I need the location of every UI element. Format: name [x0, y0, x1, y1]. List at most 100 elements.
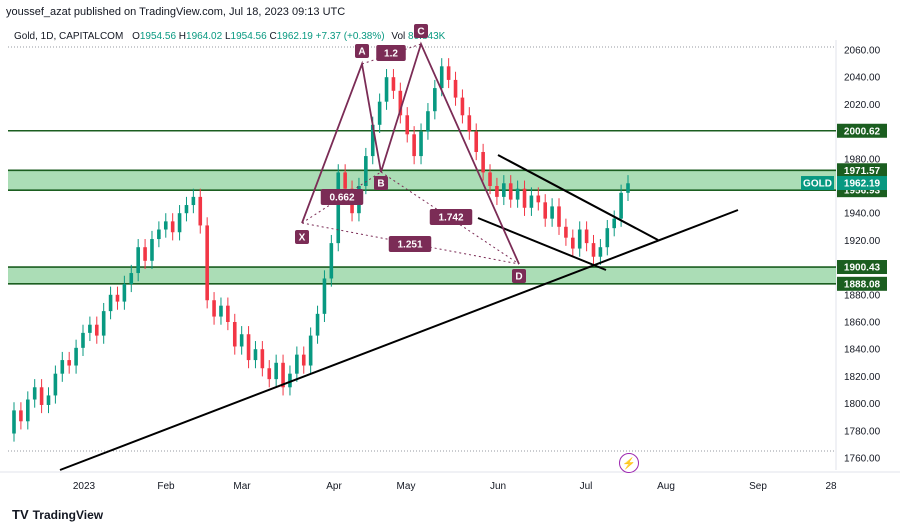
level-tag-0[interactable] — [837, 123, 887, 138]
candle-68[interactable] — [481, 152, 485, 173]
candle-58[interactable] — [412, 134, 416, 157]
current-price-tag[interactable] — [837, 176, 887, 191]
candle-20[interactable] — [150, 239, 154, 261]
candle-87[interactable] — [612, 218, 617, 229]
ascending-trendline[interactable] — [59, 209, 739, 471]
candle-75[interactable] — [529, 195, 534, 208]
candle-37[interactable] — [267, 368, 272, 380]
candle-26[interactable] — [191, 196, 196, 206]
candle-18[interactable] — [136, 247, 140, 274]
candle-15[interactable] — [115, 294, 120, 302]
candle-86[interactable] — [605, 228, 610, 248]
candle-38[interactable] — [274, 362, 278, 380]
symbol-tag[interactable] — [801, 176, 834, 191]
candle-32[interactable] — [232, 322, 237, 347]
candle-72[interactable] — [508, 183, 513, 200]
candle-61[interactable] — [433, 88, 437, 112]
candle-10[interactable] — [81, 332, 85, 348]
candle-45[interactable] — [322, 278, 327, 314]
candle-69[interactable] — [488, 172, 492, 186]
candle-82[interactable] — [577, 229, 582, 249]
candle-24[interactable] — [177, 213, 182, 233]
candle-70[interactable] — [495, 186, 499, 197]
flash-icon[interactable]: ⚡ — [619, 453, 639, 473]
candle-81[interactable] — [571, 237, 575, 249]
candle-13[interactable] — [101, 311, 106, 336]
candle-77[interactable] — [543, 202, 548, 219]
candle-6[interactable] — [53, 373, 58, 396]
candle-73[interactable] — [515, 188, 520, 200]
candle-42[interactable] — [301, 354, 306, 366]
candle-53[interactable] — [377, 101, 382, 125]
candle-9[interactable] — [74, 347, 78, 366]
candle-22[interactable] — [163, 221, 168, 230]
candle-12[interactable] — [94, 324, 99, 336]
pattern-ratio-badge-3[interactable] — [388, 236, 432, 252]
symbol-name[interactable]: Gold, 1D, CAPITALCOM — [14, 31, 124, 42]
candle-39[interactable] — [281, 362, 285, 388]
pattern-ratio-badge-0[interactable] — [376, 45, 406, 61]
pattern-point-a[interactable] — [355, 44, 369, 58]
candle-62[interactable] — [439, 66, 444, 89]
pattern-ratio-badge-2[interactable] — [429, 209, 473, 225]
candle-21[interactable] — [157, 229, 161, 240]
candle-41[interactable] — [295, 354, 299, 374]
candle-88[interactable] — [619, 192, 623, 219]
pattern-point-b[interactable] — [374, 176, 388, 190]
candle-5[interactable] — [46, 395, 51, 405]
pattern-ratio-badge-1[interactable] — [320, 189, 364, 205]
candle-44[interactable] — [315, 313, 320, 336]
candle-64[interactable] — [453, 79, 458, 98]
candle-84[interactable] — [591, 243, 596, 257]
candle-40[interactable] — [288, 373, 292, 388]
candle-66[interactable] — [467, 115, 472, 132]
candle-36[interactable] — [260, 349, 265, 369]
candle-3[interactable] — [32, 387, 37, 400]
candle-89[interactable] — [626, 183, 630, 193]
candle-63[interactable] — [446, 66, 451, 80]
candle-83[interactable] — [584, 229, 589, 244]
candle-7[interactable] — [60, 360, 65, 374]
candle-59[interactable] — [419, 131, 423, 157]
candle-35[interactable] — [253, 349, 258, 361]
candle-43[interactable] — [308, 335, 313, 366]
candle-2[interactable] — [25, 399, 30, 422]
pattern-point-c[interactable] — [414, 24, 428, 38]
candle-16[interactable] — [122, 283, 127, 302]
candle-52[interactable] — [370, 124, 375, 157]
candle-1[interactable] — [19, 410, 23, 422]
candle-25[interactable] — [184, 205, 189, 214]
candle-67[interactable] — [474, 131, 479, 152]
candle-47[interactable] — [336, 172, 341, 244]
channel-upper-line[interactable] — [497, 154, 659, 241]
candle-54[interactable] — [384, 77, 389, 102]
candle-34[interactable] — [246, 334, 251, 361]
candle-48[interactable] — [343, 172, 347, 189]
candle-30[interactable] — [219, 305, 223, 317]
candle-55[interactable] — [391, 77, 396, 91]
candle-28[interactable] — [205, 225, 209, 301]
candle-57[interactable] — [405, 115, 410, 135]
pattern-point-d[interactable] — [512, 269, 526, 283]
candle-74[interactable] — [522, 188, 527, 208]
candle-78[interactable] — [550, 206, 554, 219]
plot-area[interactable] — [8, 42, 836, 470]
candle-76[interactable] — [536, 195, 541, 203]
candle-4[interactable] — [39, 387, 44, 405]
level-tag-4[interactable] — [837, 276, 887, 291]
candle-19[interactable] — [143, 247, 147, 261]
candle-85[interactable] — [598, 247, 603, 257]
level-tag-3[interactable] — [837, 260, 887, 275]
candle-65[interactable] — [460, 97, 465, 116]
candle-56[interactable] — [398, 90, 403, 116]
resistance-zone[interactable] — [8, 170, 836, 191]
candle-8[interactable] — [67, 360, 71, 366]
candle-0[interactable] — [12, 410, 16, 434]
candle-14[interactable] — [108, 294, 113, 312]
channel-lower-line[interactable] — [477, 217, 607, 271]
candle-71[interactable] — [502, 183, 506, 197]
candle-51[interactable] — [364, 156, 368, 186]
candle-79[interactable] — [557, 206, 561, 227]
candle-31[interactable] — [226, 305, 230, 322]
